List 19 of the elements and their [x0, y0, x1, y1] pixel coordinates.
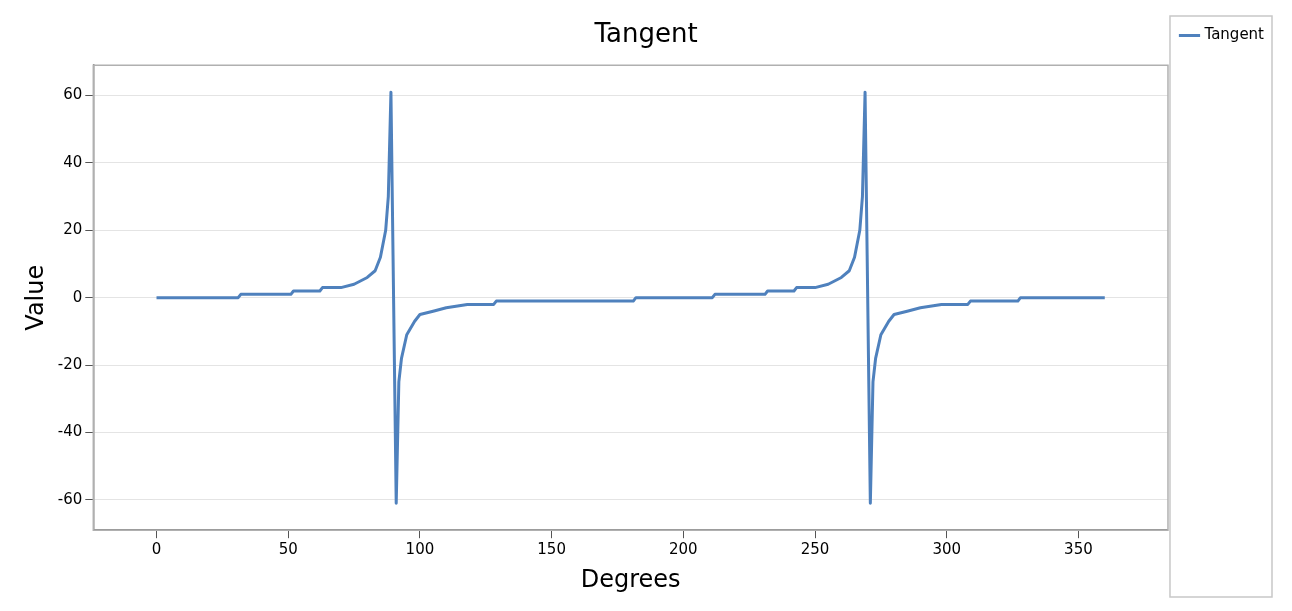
legend-label: Tangent [1203, 25, 1265, 44]
y-tick-label: 0 [72, 287, 83, 306]
x-tick-label: 150 [537, 540, 566, 559]
x-tick-label: 300 [932, 540, 962, 559]
chart-title: Tangent [593, 18, 698, 49]
y-tick-label: 60 [63, 85, 83, 104]
y-tick-label: 40 [63, 152, 83, 171]
x-tick-label: 50 [278, 540, 298, 559]
x-tick-label: 100 [405, 540, 435, 559]
x-tick-label: 250 [800, 540, 830, 559]
y-tick-label: -60 [57, 489, 83, 508]
y-tick-label: -20 [57, 354, 83, 373]
y-tick-label: 20 [63, 220, 83, 239]
x-tick-label: 350 [1064, 540, 1093, 559]
x-tick-label: 0 [151, 540, 162, 559]
x-tick-label: 200 [669, 540, 698, 559]
y-tick-label: -40 [57, 422, 83, 441]
y-axis-title: Value [20, 264, 49, 331]
x-axis-title: Degrees [580, 564, 681, 593]
